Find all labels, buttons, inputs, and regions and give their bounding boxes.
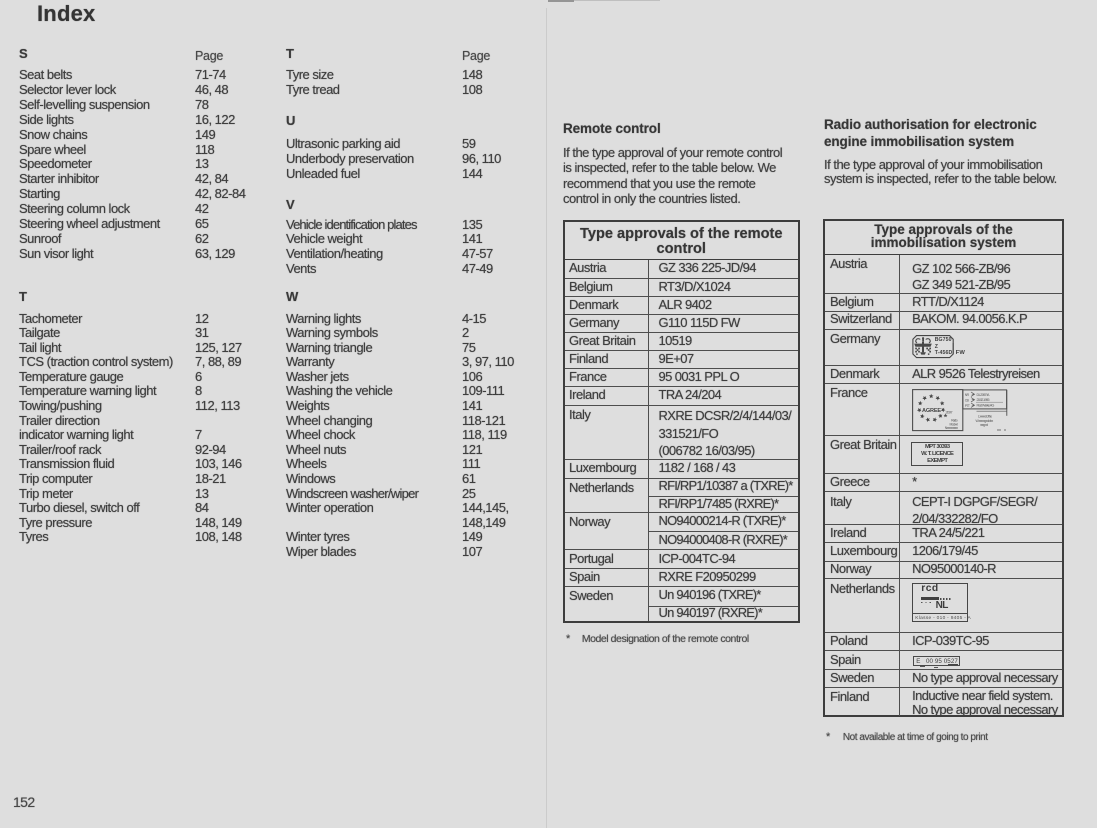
svg-text:Rad Werke AG: Rad Werke AG	[976, 404, 994, 408]
svg-text:DL 2097 IA: DL 2097 IA	[976, 393, 989, 397]
svg-text:AGREE: AGREE	[922, 408, 941, 414]
svg-text:CB: CB	[965, 399, 970, 403]
svg-text:NR: NR	[965, 393, 970, 397]
svg-text:Radio: Radio	[951, 419, 958, 423]
svg-text:Mod.xxl: Mod.xxl	[949, 423, 957, 427]
svg-text:W. xxxxx gxd of xx: W. xxxxx gxd of xx	[975, 419, 993, 423]
svg-text:20.02.1995: 20.02.1995	[976, 398, 989, 402]
svg-text:PTT: PTT	[965, 404, 970, 408]
svg-text:L xxxxxd of the: L xxxxxd of the	[978, 415, 992, 419]
svg-text:2097: 2097	[945, 410, 953, 415]
svg-text:Nxxxxxxxxxx: Nxxxxxxxxxx	[944, 426, 958, 430]
svg-text:xxxg xxl: xxxg xxl	[980, 423, 988, 427]
